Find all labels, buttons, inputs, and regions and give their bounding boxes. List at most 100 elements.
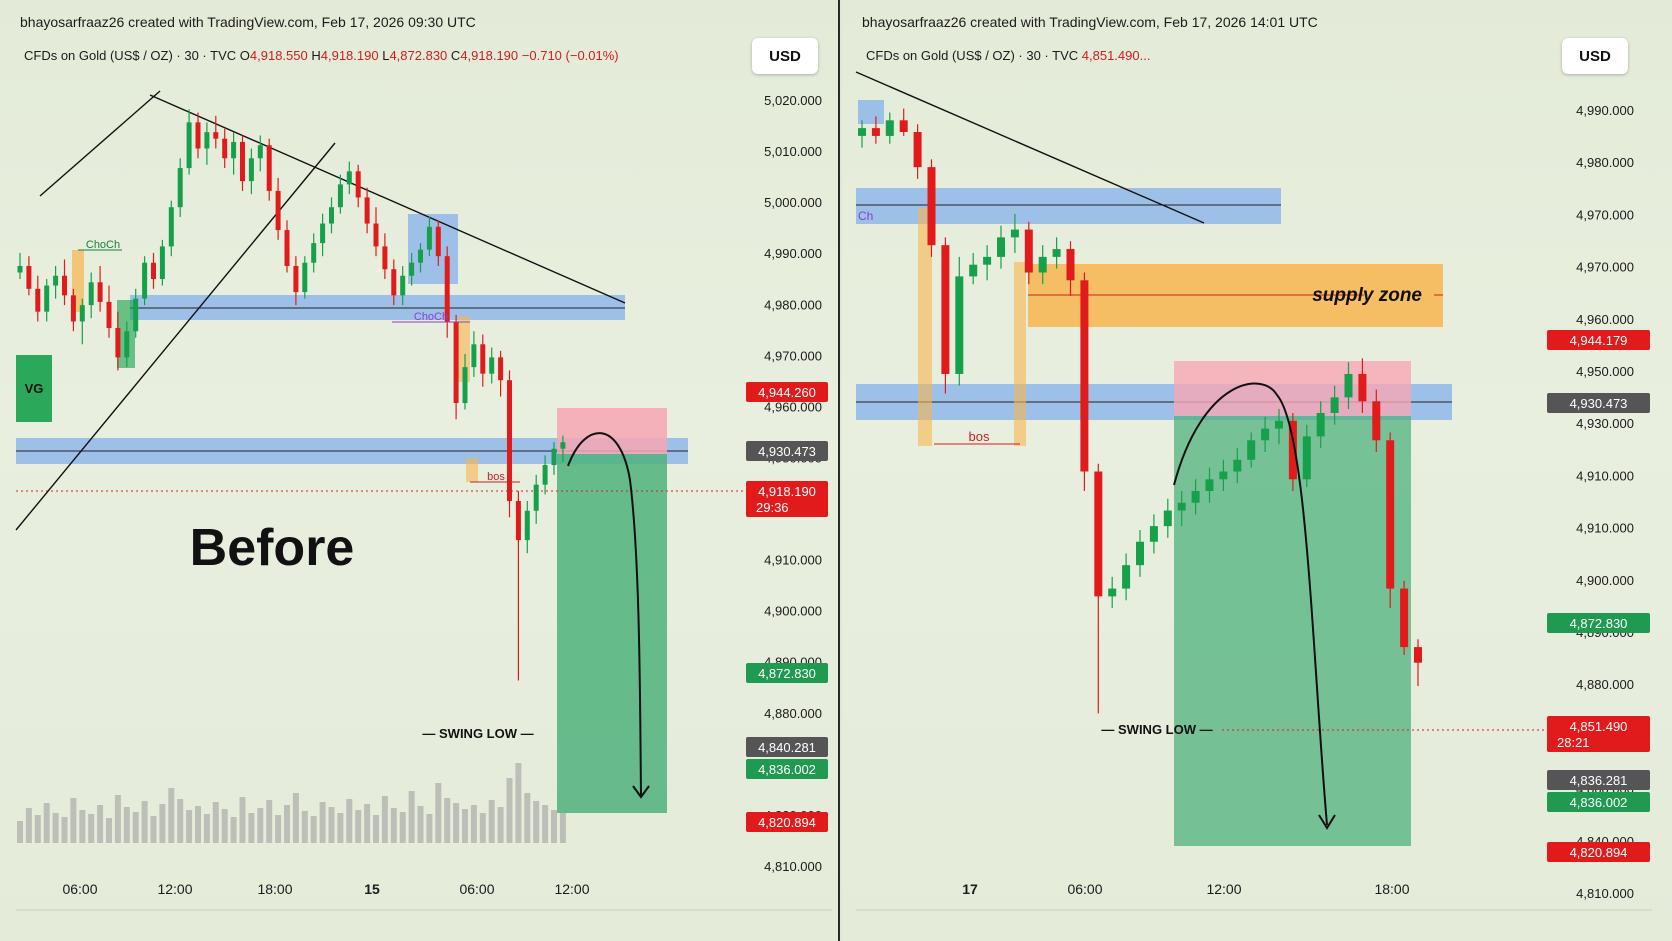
arrow-head: [1318, 814, 1336, 830]
volume-bar: [408, 791, 415, 843]
candle-body: [391, 269, 397, 296]
x-tick-label: 15: [364, 881, 380, 897]
volume-bar: [61, 817, 68, 843]
y-tick-label: 4,980.000: [1576, 155, 1634, 170]
candle-body: [302, 262, 308, 293]
volume-bar: [559, 813, 566, 843]
volume-bar: [399, 812, 406, 843]
candle-body: [1330, 397, 1339, 413]
choch-label: ChoCh: [86, 239, 120, 251]
currency-button[interactable]: USD: [1562, 38, 1628, 74]
candle-body: [1080, 280, 1089, 472]
candle-body: [1136, 541, 1144, 566]
volume-bar: [524, 793, 531, 843]
volume-bar: [177, 799, 184, 843]
price-tag-countdown: 29:36: [756, 500, 789, 515]
candle-body: [1386, 440, 1395, 589]
stop-loss-zone: [1174, 361, 1411, 416]
y-tick-label: 4,960.000: [1576, 312, 1634, 327]
volume-bar: [479, 813, 486, 843]
y-tick-label: 4,970.000: [1576, 207, 1634, 222]
resistance-trendline: [855, 71, 1205, 224]
candle-body: [551, 448, 557, 466]
candle-body: [17, 265, 23, 273]
candle-body: [1233, 459, 1242, 472]
price-tag: [1547, 613, 1650, 633]
y-tick-label: 4,910.000: [764, 553, 822, 568]
candle-body: [913, 132, 922, 168]
price-tag-value: 4,840.281: [758, 740, 816, 755]
ch-label: Ch: [858, 209, 873, 223]
symbol-ohlc: CFDs on Gold (US$ / OZ) · 30 · TVC 4,851…: [866, 48, 1150, 63]
volume-bar: [453, 803, 460, 843]
volume-bar: [141, 801, 148, 843]
price-tag-value: 4,836.002: [1570, 795, 1628, 810]
candle-body: [293, 265, 299, 293]
candle-body: [955, 276, 964, 374]
y-tick-label: 4,950.000: [1576, 364, 1634, 379]
y-tick-label: 4,970.000: [764, 348, 822, 363]
candle-body: [1302, 436, 1311, 480]
credit-line: bhayosarfraaz26 created with TradingView…: [862, 14, 1318, 30]
volume-bar: [292, 793, 299, 843]
candle-body: [542, 465, 548, 485]
volume-bar: [328, 807, 335, 843]
candle-body: [489, 357, 495, 374]
vg-box: [16, 355, 52, 422]
candle-body: [1275, 420, 1283, 429]
volume-bar: [212, 802, 219, 843]
low-value: 4,872.830: [389, 48, 448, 63]
currency-button[interactable]: USD: [752, 38, 818, 74]
volume-bar: [417, 806, 424, 843]
ob-highlight: [918, 208, 932, 446]
candle-body: [248, 158, 254, 182]
candle-body: [426, 226, 432, 250]
candle-body: [498, 357, 504, 381]
volume-bar: [435, 783, 442, 843]
candle-body: [1094, 471, 1103, 597]
y-tick-label: 4,910.000: [1576, 521, 1634, 536]
x-tick-label: 06:00: [62, 881, 97, 897]
volume-bar: [284, 805, 290, 843]
price-tag-value: 4,872.830: [1570, 616, 1628, 631]
volume-bar: [248, 813, 255, 843]
candle-body: [969, 264, 978, 277]
candle-body: [1010, 229, 1019, 238]
candle-body: [1108, 588, 1117, 597]
candle-body: [320, 223, 326, 244]
candle-body: [195, 122, 201, 149]
candle-body: [462, 367, 468, 404]
candle-body: [524, 510, 530, 541]
volume-bar: [542, 805, 549, 843]
stop-loss-zone: [557, 408, 667, 454]
vg-label: VG: [25, 381, 44, 396]
price-tag: [1547, 716, 1650, 752]
volume-bar: [497, 807, 504, 843]
candle-body: [35, 288, 41, 312]
candle-body: [941, 245, 950, 374]
candle-body: [284, 230, 290, 266]
volume-bar: [470, 805, 477, 843]
volume-bar: [462, 809, 468, 843]
volume-bar: [168, 788, 175, 843]
candle-body: [1066, 249, 1075, 281]
candle-body: [1358, 373, 1367, 402]
candle-body: [471, 344, 477, 368]
volume-bar: [488, 800, 495, 843]
price-tag-value: 4,918.190: [758, 484, 816, 499]
volume-bar: [533, 801, 540, 843]
candle-body: [1163, 510, 1172, 527]
candle-body: [204, 132, 210, 149]
price-tag-value: 4,820.894: [1570, 845, 1628, 860]
candle-body: [1414, 647, 1422, 663]
candle-body: [337, 184, 343, 208]
projection-arrow: [567, 432, 642, 796]
price-tag-value: 4,836.002: [758, 762, 816, 777]
price-tag: [746, 441, 828, 461]
x-tick-label: 18:00: [1374, 881, 1409, 897]
candle-body: [1205, 479, 1214, 492]
projection-arrow: [1173, 382, 1328, 826]
price-tag-value: 4,872.830: [758, 666, 816, 681]
candle-body: [26, 265, 32, 289]
volume-bar: [373, 815, 379, 843]
